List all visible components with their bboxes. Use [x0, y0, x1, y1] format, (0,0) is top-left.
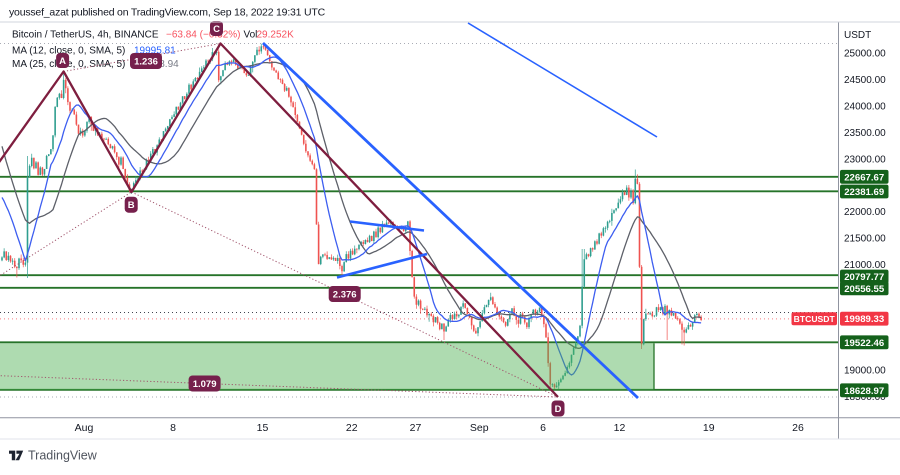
svg-text:22000.00: 22000.00 [844, 207, 886, 218]
svg-text:8: 8 [170, 422, 176, 434]
svg-text:24000.00: 24000.00 [844, 102, 886, 113]
svg-text:D: D [555, 404, 562, 415]
svg-text:19000.00: 19000.00 [844, 366, 886, 377]
svg-text:Bitcoin / TetherUS, 4h, BINANC: Bitcoin / TetherUS, 4h, BINANCE [12, 30, 159, 41]
svg-text:22667.67: 22667.67 [844, 172, 884, 183]
svg-text:23500.00: 23500.00 [844, 128, 886, 139]
svg-text:25000.00: 25000.00 [844, 49, 886, 60]
svg-text:−63.84 (−0.32%): −63.84 (−0.32%) [166, 30, 241, 41]
svg-text:20797.77: 20797.77 [844, 272, 884, 283]
svg-text:BTCUSDT: BTCUSDT [794, 314, 836, 324]
svg-text:TradingView: TradingView [28, 449, 98, 463]
svg-text:youssef_azat published on Trad: youssef_azat published on TradingView.co… [9, 7, 326, 19]
svg-text:Vol: Vol [244, 30, 258, 41]
svg-text:21000.00: 21000.00 [844, 260, 886, 271]
svg-text:USDT: USDT [844, 30, 871, 41]
svg-text:22381.69: 22381.69 [844, 187, 884, 198]
svg-text:2.376: 2.376 [333, 290, 357, 301]
svg-text:18628.97: 18628.97 [844, 386, 884, 397]
svg-text:15: 15 [257, 422, 269, 434]
svg-text:Aug: Aug [75, 422, 94, 434]
svg-text:26: 26 [792, 422, 804, 434]
svg-text:19522.46: 19522.46 [844, 338, 884, 349]
svg-text:27: 27 [410, 422, 422, 434]
svg-text:1.236: 1.236 [134, 57, 158, 68]
svg-text:B: B [128, 200, 135, 211]
svg-text:20556.55: 20556.55 [844, 284, 885, 295]
svg-text:21500.00: 21500.00 [844, 234, 886, 245]
svg-text:6: 6 [540, 422, 546, 434]
svg-text:1.079: 1.079 [193, 379, 217, 390]
svg-text:C: C [213, 24, 220, 35]
svg-text:A: A [59, 56, 66, 67]
svg-text:24500.00: 24500.00 [844, 75, 886, 86]
svg-text:22: 22 [346, 422, 358, 434]
svg-text:12: 12 [614, 422, 626, 434]
svg-text:19: 19 [703, 422, 715, 434]
svg-text:MA (12, close, 0, SMA, 5): MA (12, close, 0, SMA, 5) [12, 46, 125, 57]
svg-text:29.252K: 29.252K [257, 30, 295, 41]
svg-text:19989.33: 19989.33 [844, 314, 884, 325]
svg-text:23000.00: 23000.00 [844, 154, 886, 165]
svg-text:Sep: Sep [470, 422, 489, 434]
